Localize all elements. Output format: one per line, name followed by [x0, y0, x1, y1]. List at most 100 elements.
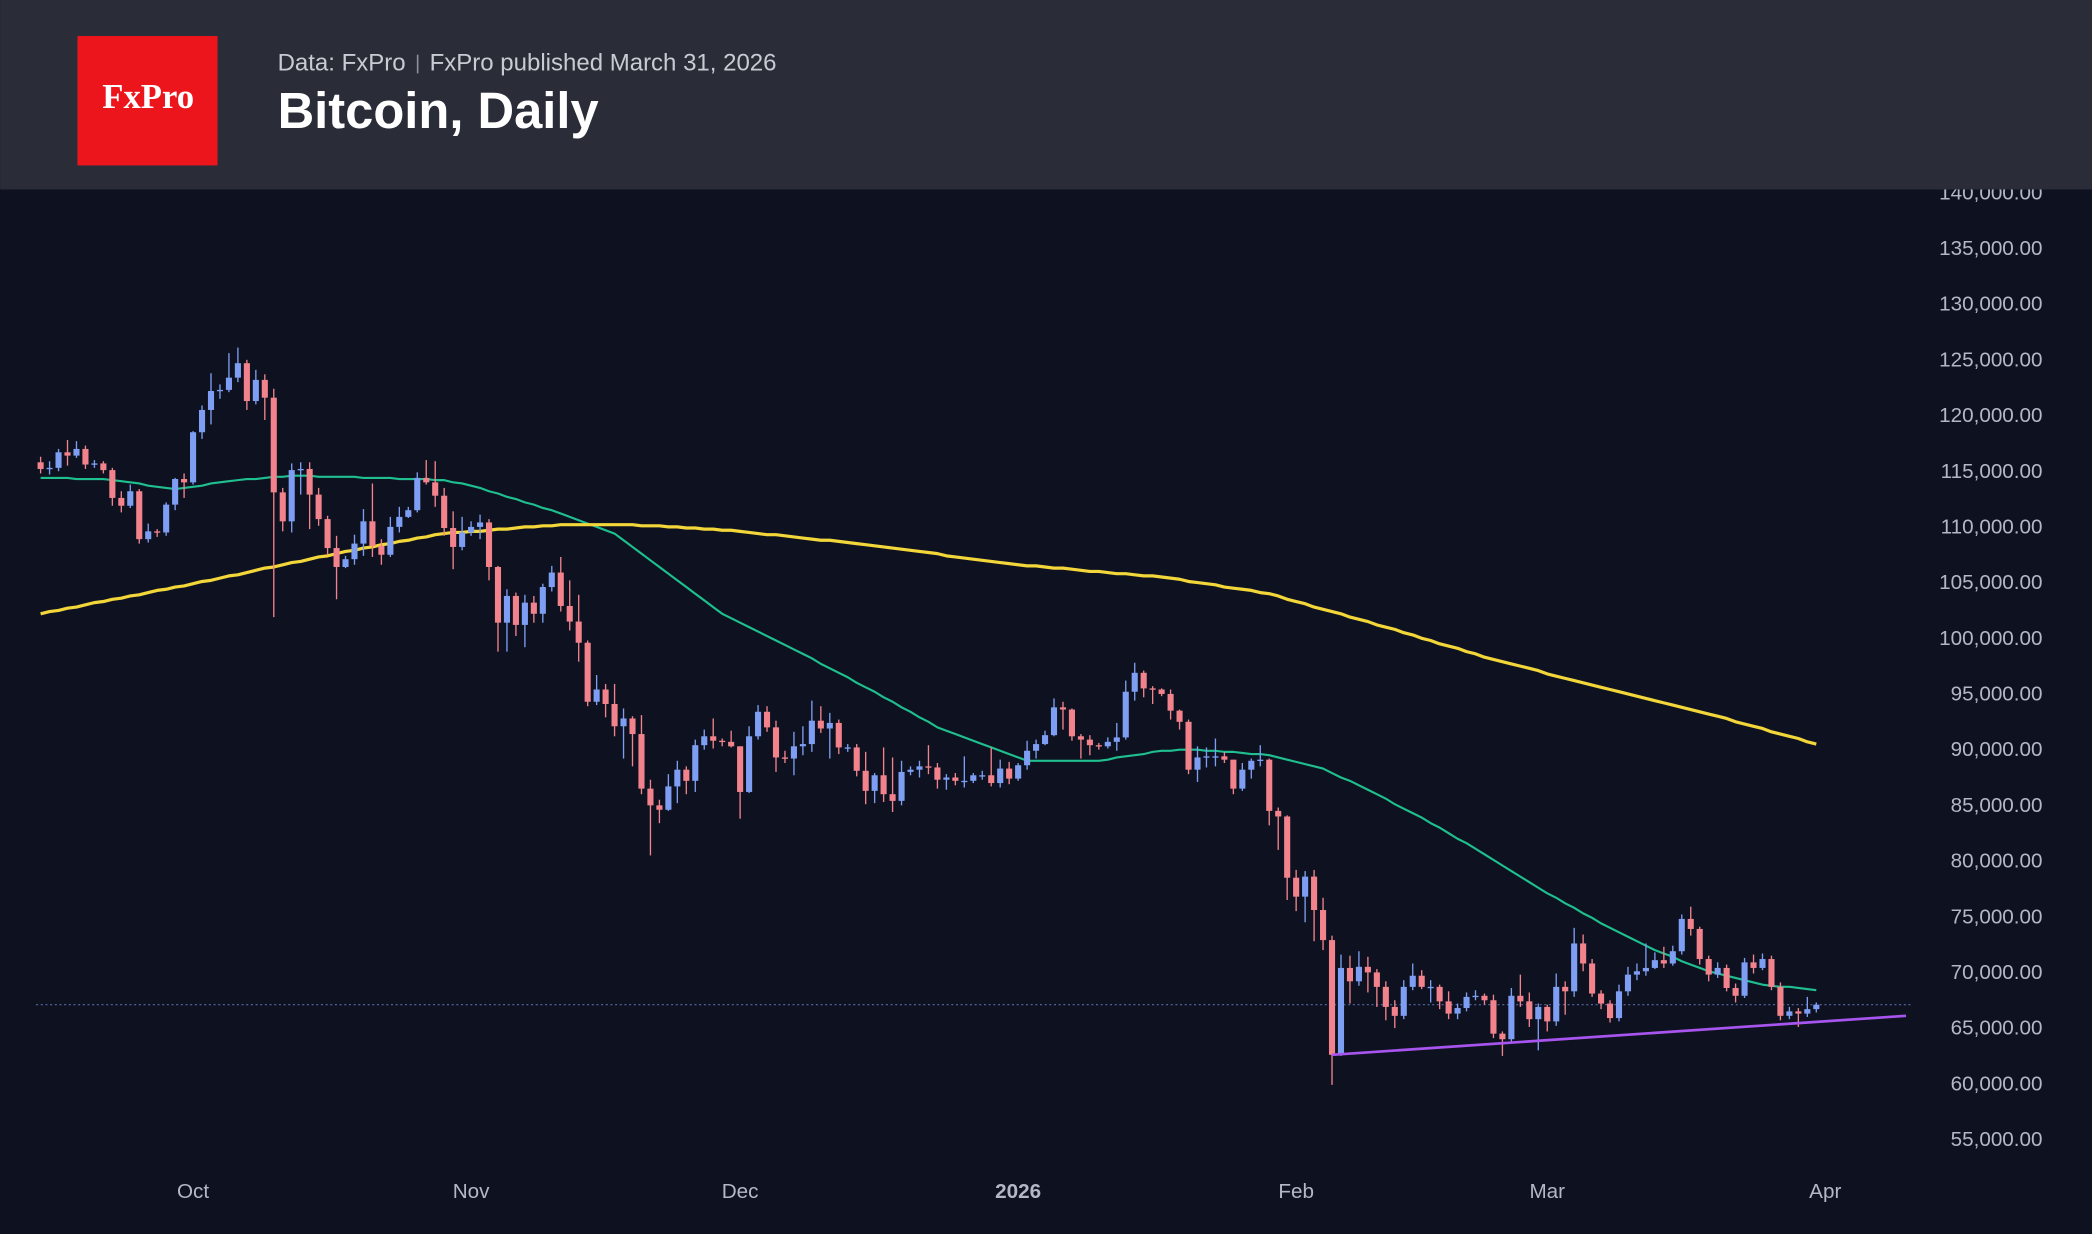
candle-body — [1714, 967, 1721, 975]
candle-body — [889, 794, 896, 801]
candle-body — [172, 479, 179, 505]
candle-body — [719, 740, 726, 743]
candle-body — [243, 363, 250, 402]
candle-body — [1364, 966, 1371, 973]
candle-body — [620, 718, 627, 727]
candle-body — [468, 526, 475, 533]
candle-body — [853, 747, 860, 771]
candle-body — [1795, 1011, 1802, 1014]
candle-body — [1598, 993, 1605, 1004]
candle-body — [647, 788, 654, 806]
published-text: FxPro published March 31, 2026 — [430, 49, 777, 76]
candle-body — [1705, 959, 1712, 975]
candle-body — [808, 720, 815, 745]
candle-body — [145, 531, 152, 540]
candle-body — [1391, 1006, 1398, 1016]
candle-body — [1481, 995, 1488, 1001]
candle-body — [423, 477, 430, 483]
candle-body — [835, 722, 842, 748]
candle-body — [1257, 759, 1264, 762]
candle-body — [360, 521, 367, 544]
candle-body — [73, 448, 80, 456]
candle-body — [737, 746, 744, 792]
candle-body — [118, 497, 125, 506]
candle-body — [1409, 975, 1416, 987]
candle-body — [593, 689, 600, 702]
candle-body — [871, 775, 878, 791]
candle-body — [1544, 1006, 1551, 1022]
candle-body — [1642, 967, 1649, 972]
candle-body — [728, 741, 735, 747]
candle-body — [943, 777, 950, 780]
candle-body — [1015, 765, 1022, 779]
y-tick-label: 130,000.00 — [1939, 293, 2042, 316]
candle-body — [1382, 986, 1389, 1007]
candle-body — [548, 572, 555, 588]
candle-body — [207, 391, 215, 410]
candle-body — [198, 409, 206, 433]
candle-body — [1185, 721, 1192, 770]
candle-body — [1777, 986, 1784, 1016]
candle-body — [1633, 971, 1640, 975]
candle-body — [1490, 1000, 1497, 1034]
candle-body — [1131, 672, 1138, 692]
candle-body — [441, 495, 448, 529]
y-tick-label: 115,000.00 — [1941, 460, 2043, 483]
candle-body — [1149, 688, 1156, 690]
candle-body — [1669, 951, 1676, 964]
candle-body — [136, 491, 143, 540]
candle-body — [91, 463, 98, 465]
candle-body — [297, 468, 304, 471]
candle-body — [1400, 986, 1407, 1016]
candle-body — [288, 470, 295, 522]
y-tick-label: 105,000.00 — [1939, 571, 2042, 594]
candle-body — [799, 744, 806, 747]
x-tick-label: Oct — [177, 1180, 209, 1203]
y-tick-label: 80,000.00 — [1951, 850, 2043, 873]
candle-body — [503, 595, 510, 623]
candle-body — [64, 452, 71, 456]
candle-body — [1158, 689, 1165, 694]
candle-body — [1436, 986, 1443, 1002]
candle-body — [701, 736, 708, 746]
candle-body — [674, 769, 681, 787]
candle-body — [1606, 1003, 1614, 1019]
candle-body — [979, 775, 986, 777]
candle-body — [1355, 966, 1362, 982]
candle-body — [1041, 735, 1049, 745]
candle-body — [1320, 910, 1327, 941]
candle-body — [333, 548, 340, 567]
y-tick-label: 125,000.00 — [1939, 348, 2042, 371]
candle-body — [1203, 756, 1210, 758]
candle-body — [1660, 960, 1667, 964]
candle-body — [315, 494, 322, 520]
candle-body — [252, 379, 259, 402]
candle-body — [109, 470, 116, 498]
candle-body — [1696, 928, 1703, 960]
candle-body — [1311, 876, 1318, 911]
candle-body — [351, 543, 358, 560]
candle-body — [1346, 967, 1354, 982]
candle-body — [611, 703, 618, 727]
candle-body — [279, 492, 286, 522]
candle-body — [1624, 974, 1632, 992]
candle-body — [755, 711, 762, 737]
candle-body — [1472, 995, 1479, 998]
x-tick-label: Apr — [1809, 1180, 1841, 1203]
source-text: Data: FxPro — [278, 49, 406, 76]
candle-body — [1293, 877, 1300, 897]
candle-body — [1580, 943, 1587, 964]
candle-body — [163, 504, 170, 533]
candle-body — [387, 526, 394, 555]
candle-body — [1221, 756, 1228, 760]
candle-body — [746, 736, 753, 792]
candle-body — [1059, 707, 1067, 710]
candle-body — [1651, 960, 1658, 968]
candle-body — [1571, 943, 1578, 992]
candle-body — [100, 463, 107, 471]
candle-body — [1176, 710, 1183, 722]
candle-body — [817, 720, 824, 729]
candle-body — [46, 467, 53, 470]
candle-body — [710, 736, 717, 741]
